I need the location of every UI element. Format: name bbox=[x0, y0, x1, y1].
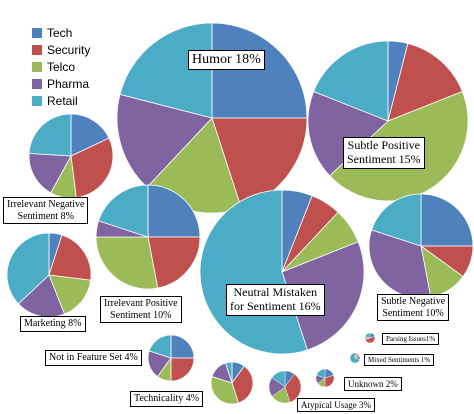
pie-atypical-usage-3 bbox=[268, 370, 302, 404]
pie-unknown-2-slice-retail bbox=[316, 368, 326, 379]
pie-subtle-positive-sentiment-15 bbox=[307, 40, 469, 202]
pie-irrelevant-negative-sentiment-8-slice-tech bbox=[70, 113, 110, 157]
legend-label-pharma: Pharma bbox=[47, 76, 90, 91]
pie-marketing-8-slice-retail bbox=[6, 232, 50, 305]
pie-irrelevant-positive-sentiment-10-slice-security bbox=[147, 236, 201, 289]
pie-parsing-issues1-slice-retail bbox=[364, 332, 371, 339]
label-parsing-issues: Parsing Issues1% bbox=[382, 333, 440, 346]
pie-subtle-positive-sentiment-15-slice-pharma bbox=[307, 91, 389, 177]
pie-irrelevant-negative-sentiment-8-slice-retail bbox=[28, 113, 72, 157]
label-subtle-positive: Subtle Positive Sentiment 15% bbox=[343, 137, 425, 169]
pie-parsing-issues1 bbox=[364, 332, 376, 344]
pie-not-in-feature-set-4-slice-tech bbox=[170, 334, 195, 359]
pie-humor-18-slice-tech bbox=[211, 22, 308, 119]
pie-irrelevant-negative-sentiment-8 bbox=[28, 113, 114, 199]
pie-irrelevant-negative-sentiment-8-slice-pharma bbox=[28, 152, 72, 194]
pie-not-in-feature-set-4 bbox=[147, 334, 195, 382]
legend-item-pharma: Pharma bbox=[32, 75, 90, 92]
pie-technicality-4-slice-retail bbox=[225, 361, 233, 384]
pie-humor-18 bbox=[116, 22, 308, 214]
legend-label-retail: Retail bbox=[47, 93, 78, 108]
pie-irrelevant-positive-sentiment-10-slice-telco bbox=[95, 236, 159, 290]
label-marketing: Marketing 8% bbox=[20, 316, 86, 332]
legend-swatch-pharma bbox=[32, 78, 42, 89]
pie-technicality-4 bbox=[210, 361, 254, 405]
label-humor: Humor 18% bbox=[188, 50, 265, 71]
pie-marketing-8-slice-pharma bbox=[17, 274, 65, 318]
pie-humor-18-slice-pharma bbox=[116, 93, 213, 188]
pie-technicality-4-slice-security bbox=[231, 365, 254, 404]
legend-swatch-security bbox=[32, 44, 42, 55]
pie-irrelevant-negative-sentiment-8-slice-security bbox=[70, 137, 114, 199]
pie-subtle-negative-sentiment-10 bbox=[368, 193, 474, 299]
pie-irrelevant-positive-sentiment-10-slice-tech bbox=[147, 184, 201, 238]
label-irrelevant-positive: Irrelevant Positive Sentiment 10% bbox=[100, 296, 182, 323]
pie-subtle-positive-sentiment-15-slice-retail bbox=[313, 40, 389, 122]
label-technicality: Technicality 4% bbox=[130, 391, 204, 407]
pie-marketing-8-slice-security bbox=[48, 234, 92, 281]
pie-mixed-sentiments-1 bbox=[349, 352, 361, 364]
pie-subtle-negative-sentiment-10-slice-retail bbox=[371, 193, 422, 247]
label-irrelevant-negative: Irrelevant Negative Sentiment 8% bbox=[3, 197, 89, 224]
pie-mixed-sentiments-1-slice-retail bbox=[349, 352, 361, 364]
legend-item-retail: Retail bbox=[32, 92, 90, 109]
label-unknown: Unknown 2% bbox=[344, 377, 402, 392]
pie-marketing-8 bbox=[6, 232, 92, 318]
pie-irrelevant-positive-sentiment-10-slice-retail bbox=[98, 184, 149, 238]
legend-item-tech: Tech bbox=[32, 24, 90, 41]
pie-not-in-feature-set-4-slice-retail bbox=[148, 334, 172, 359]
pie-marketing-8-slice-telco bbox=[48, 274, 92, 315]
pie-atypical-usage-3-slice-retail bbox=[271, 370, 286, 388]
pie-technicality-4-slice-telco bbox=[210, 376, 239, 405]
legend-swatch-tech bbox=[32, 27, 42, 38]
pie-not-in-feature-set-4-slice-security bbox=[170, 357, 195, 382]
label-subtle-negative: Subtle Negative Sentiment 10% bbox=[377, 294, 450, 321]
pie-subtle-negative-sentiment-10-slice-tech bbox=[420, 193, 474, 247]
pie-neutral-mistaken-for-sentiment-16 bbox=[199, 189, 365, 355]
legend: Tech Security Telco Pharma Retail bbox=[32, 24, 90, 109]
legend-label-telco: Telco bbox=[47, 59, 76, 74]
legend-swatch-retail bbox=[32, 95, 42, 106]
label-not-in-feature-set: Not in Feature Set 4% bbox=[45, 350, 142, 366]
pie-irrelevant-positive-sentiment-10 bbox=[95, 184, 201, 290]
legend-item-security: Security bbox=[32, 41, 90, 58]
legend-swatch-telco bbox=[32, 61, 42, 72]
legend-label-security: Security bbox=[47, 42, 91, 57]
pie-parsing-issues1-slice-security bbox=[364, 336, 376, 344]
legend-label-tech: Tech bbox=[47, 25, 73, 40]
pie-humor-18-slice-retail bbox=[119, 22, 213, 119]
pie-unknown-2 bbox=[315, 368, 335, 388]
label-mixed-sentiments: Mixed Sentiments 1% bbox=[364, 354, 435, 367]
pie-atypical-usage-3-slice-security bbox=[284, 373, 302, 403]
pie-subtle-positive-sentiment-15-slice-security bbox=[387, 43, 463, 122]
label-atypical-usage: Atypical Usage 3% bbox=[297, 398, 375, 413]
label-neutral-mistaken: Neutral Mistaken for Sentiment 16% bbox=[226, 284, 325, 316]
legend-item-telco: Telco bbox=[32, 58, 90, 75]
